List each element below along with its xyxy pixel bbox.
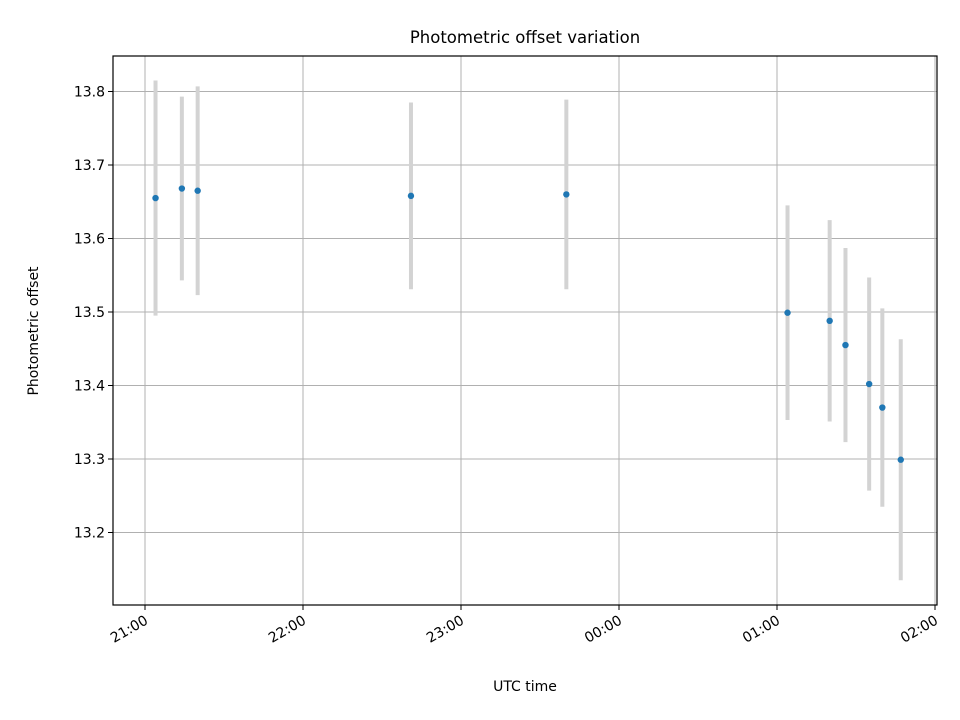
data-point <box>178 185 186 192</box>
y-tick-label: 13.6 <box>74 232 105 248</box>
data-point <box>152 194 159 202</box>
data-point <box>897 456 904 463</box>
y-tick-label: 13.2 <box>74 526 105 542</box>
data-point <box>563 191 570 198</box>
y-axis-label: Photometric offset <box>26 266 42 396</box>
data-point <box>784 309 791 316</box>
grid <box>113 56 937 605</box>
y-tick-label: 13.5 <box>74 305 105 321</box>
data-points <box>152 185 904 463</box>
y-tick-label: 13.3 <box>74 452 105 468</box>
y-tick-label: 13.7 <box>74 158 105 174</box>
data-point <box>407 192 415 200</box>
chart-title: Photometric offset variation <box>410 28 640 47</box>
data-point <box>194 187 201 194</box>
plot-frame <box>112 55 938 606</box>
data-point <box>826 317 833 325</box>
x-axis-label: UTC time <box>493 679 557 695</box>
y-tick-label: 13.4 <box>74 379 105 395</box>
data-point <box>865 380 873 388</box>
y-tick-label: 13.8 <box>74 85 105 101</box>
data-point <box>842 341 849 349</box>
data-point <box>879 404 886 411</box>
